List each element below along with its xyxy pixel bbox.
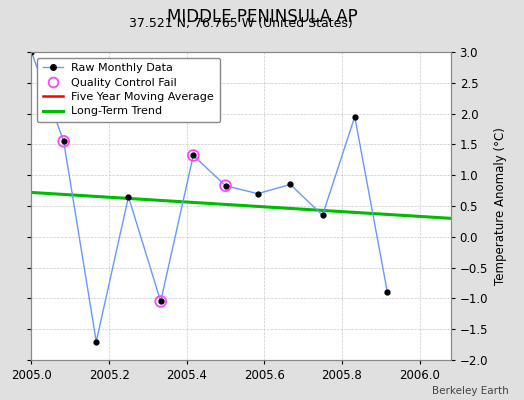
- Legend: Raw Monthly Data, Quality Control Fail, Five Year Moving Average, Long-Term Tren: Raw Monthly Data, Quality Control Fail, …: [37, 58, 220, 122]
- Point: [221, 182, 230, 189]
- Point: [189, 152, 198, 159]
- Text: Berkeley Earth: Berkeley Earth: [432, 386, 508, 396]
- Point: [157, 298, 165, 305]
- Title: 37.521 N, 76.765 W (United States): 37.521 N, 76.765 W (United States): [129, 17, 353, 30]
- Point: [59, 138, 68, 144]
- Text: MIDDLE PENINSULA AP: MIDDLE PENINSULA AP: [167, 8, 357, 26]
- Y-axis label: Temperature Anomaly (°C): Temperature Anomaly (°C): [494, 127, 507, 285]
